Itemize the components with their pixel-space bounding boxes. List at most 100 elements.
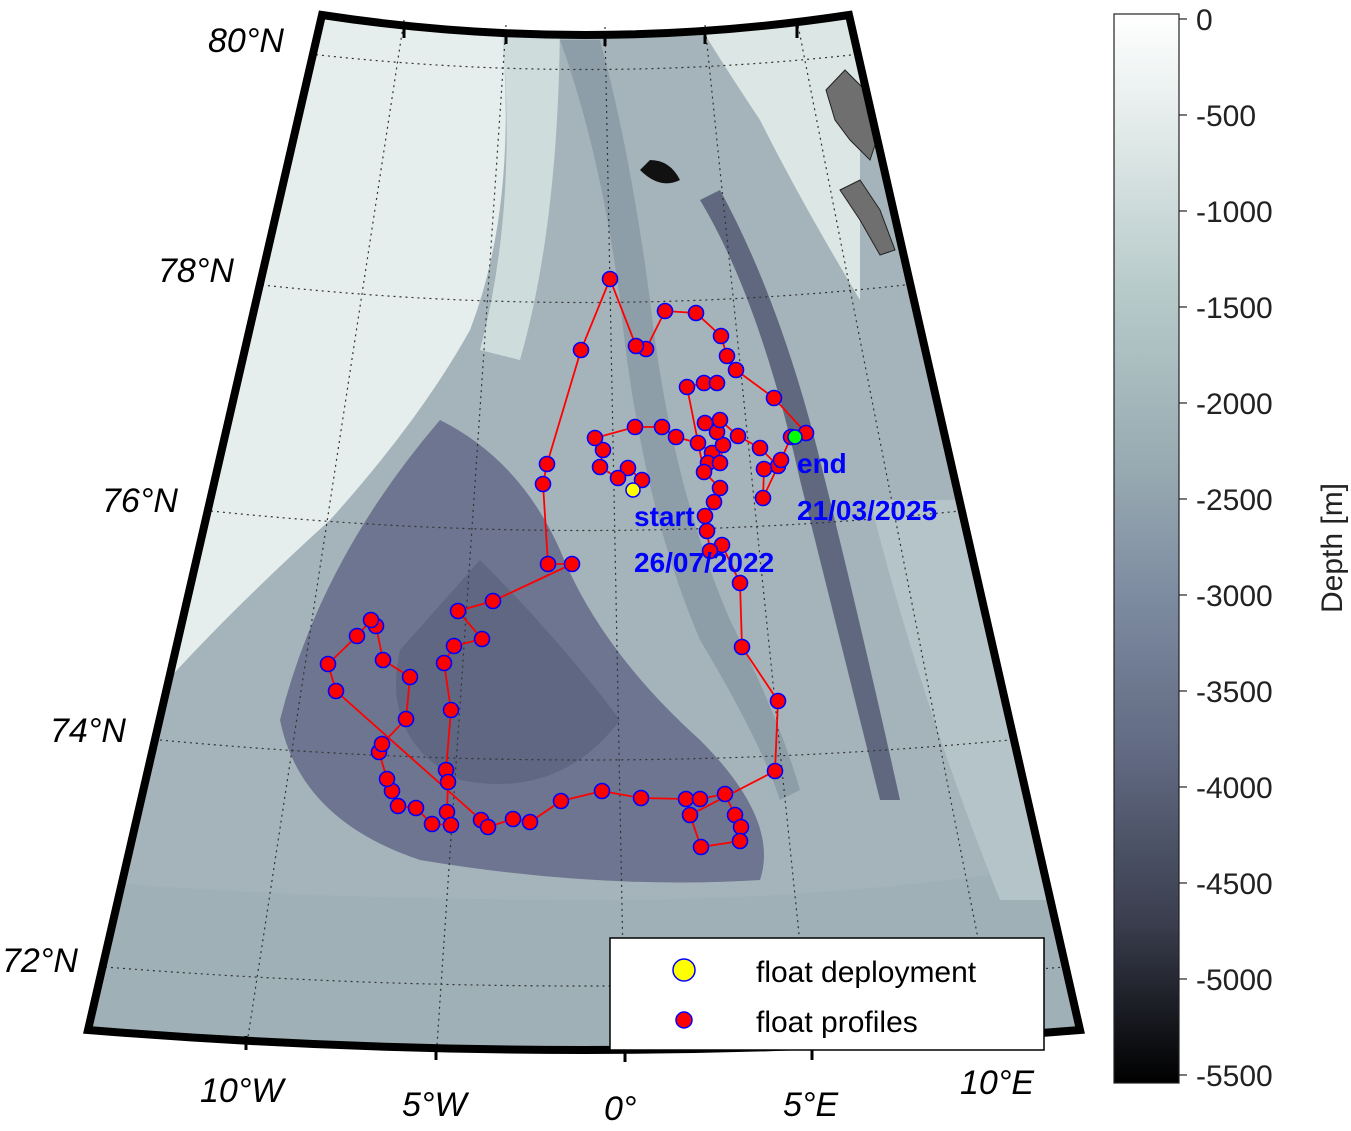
float-profile-marker bbox=[479, 818, 497, 836]
colorbar-tick-label: -5000 bbox=[1196, 964, 1273, 997]
colorbar-tick-label: -1500 bbox=[1196, 292, 1273, 325]
float-profile-marker bbox=[716, 785, 734, 803]
float-profile-marker bbox=[601, 270, 619, 288]
float-profile-marker bbox=[696, 507, 714, 525]
float-profile-marker bbox=[348, 627, 366, 645]
float-profile-marker bbox=[449, 602, 467, 620]
float-profile-marker bbox=[711, 411, 729, 429]
float-profile-marker bbox=[591, 458, 609, 476]
colorbar-tick-label: -3500 bbox=[1196, 676, 1273, 709]
start-date-label: 26/07/2022 bbox=[634, 547, 774, 578]
float-profile-marker bbox=[473, 630, 491, 648]
float-profile-marker bbox=[653, 418, 671, 436]
float-profile-marker bbox=[733, 638, 751, 656]
float-profile-marker bbox=[751, 439, 769, 457]
float-profile-marker bbox=[594, 441, 612, 459]
float-profile-marker bbox=[572, 341, 590, 359]
colorbar-tick-label: -500 bbox=[1196, 100, 1256, 133]
float-profile-marker bbox=[619, 459, 637, 477]
legend-deployment-label: float deployment bbox=[756, 956, 977, 989]
float-profile-marker bbox=[731, 832, 749, 850]
float-profile-marker bbox=[423, 815, 441, 833]
colorbar-ticks: 0 -500 -1000 -1500 -2000 -2500 -3000 -3500 -4000… bbox=[1179, 4, 1273, 1093]
float-profile-marker bbox=[362, 611, 380, 629]
lon-label-10e: 10°E bbox=[960, 1064, 1034, 1102]
float-profile-marker bbox=[586, 429, 604, 447]
float-profile-marker bbox=[772, 451, 790, 469]
float-profile-marker bbox=[754, 489, 772, 507]
float-profile-marker bbox=[769, 692, 787, 710]
float-profile-marker bbox=[633, 471, 651, 489]
legend-deployment-marker bbox=[672, 958, 696, 982]
colorbar-tick-label: -4000 bbox=[1196, 772, 1273, 805]
colorbar-tick-label: -2500 bbox=[1196, 484, 1273, 517]
lat-label-78n: 78°N bbox=[158, 252, 234, 290]
lon-label-5w: 5°W bbox=[402, 1086, 470, 1124]
bathymetry-layer bbox=[88, 15, 1080, 1050]
float-end-marker bbox=[787, 429, 803, 445]
float-profile-marker bbox=[563, 555, 581, 573]
colorbar-tick-label: -5500 bbox=[1196, 1060, 1273, 1093]
float-profile-marker bbox=[765, 389, 783, 407]
float-profile-marker bbox=[755, 460, 773, 478]
float-profile-marker bbox=[389, 797, 407, 815]
float-profile-marker bbox=[705, 493, 723, 511]
float-profile-marker bbox=[435, 654, 453, 672]
float-profile-marker bbox=[766, 762, 784, 780]
lat-label-74n: 74°N bbox=[50, 712, 126, 750]
lon-label-10w: 10°W bbox=[200, 1072, 286, 1110]
float-profile-marker bbox=[711, 479, 729, 497]
float-profile-marker bbox=[667, 428, 685, 446]
float-deployment-marker bbox=[625, 482, 641, 498]
float-profile-marker bbox=[593, 782, 611, 800]
float-profile-marker bbox=[439, 773, 457, 791]
float-profile-marker bbox=[731, 574, 749, 592]
float-profile-marker bbox=[712, 327, 730, 345]
colorbar-scale bbox=[1113, 13, 1180, 1084]
float-profile-marker bbox=[698, 522, 716, 540]
float-profile-marker bbox=[632, 789, 650, 807]
float-profile-marker bbox=[696, 414, 714, 432]
float-profile-marker bbox=[729, 427, 747, 445]
float-profile-marker bbox=[374, 651, 392, 669]
float-profile-marker bbox=[397, 710, 415, 728]
float-profile-marker bbox=[504, 810, 522, 828]
float-profile-marker bbox=[401, 668, 419, 686]
float-profile-marker bbox=[539, 555, 557, 573]
legend-profiles-marker bbox=[675, 1011, 693, 1029]
lon-label-5e: 5°E bbox=[783, 1086, 839, 1124]
lat-label-72n: 72°N bbox=[2, 942, 78, 980]
float-profile-marker bbox=[373, 735, 391, 753]
colorbar: 0 -500 -1000 -1500 -2000 -2500 -3000 -3500 -4000… bbox=[1113, 4, 1349, 1093]
colorbar-title: Depth [m] bbox=[1316, 483, 1349, 613]
float-profile-marker bbox=[678, 378, 696, 396]
float-profile-marker bbox=[711, 454, 729, 472]
float-profile-marker bbox=[677, 790, 695, 808]
float-profile-marker bbox=[692, 838, 710, 856]
float-profile-marker bbox=[626, 418, 644, 436]
colorbar-tick-label: 0 bbox=[1196, 4, 1213, 37]
float-profile-marker bbox=[695, 463, 713, 481]
colorbar-tick-label: -4500 bbox=[1196, 868, 1273, 901]
float-profile-marker bbox=[627, 337, 645, 355]
float-profile-marker bbox=[681, 806, 699, 824]
start-label: start bbox=[634, 501, 695, 532]
float-profile-marker bbox=[442, 701, 460, 719]
colorbar-tick-label: -3000 bbox=[1196, 580, 1273, 613]
float-profile-marker bbox=[687, 304, 705, 322]
float-profile-marker bbox=[407, 799, 425, 817]
end-label: end bbox=[797, 448, 847, 479]
float-profile-marker bbox=[538, 455, 556, 473]
graticule bbox=[104, 19, 1066, 1063]
lat-label-76n: 76°N bbox=[102, 482, 178, 520]
legend-box bbox=[609, 937, 1045, 1051]
float-profile-marker bbox=[327, 682, 345, 700]
float-profile-marker bbox=[718, 347, 736, 365]
float-profile-marker bbox=[708, 374, 726, 392]
legend: float deployment float profiles bbox=[609, 937, 1045, 1051]
colorbar-tick-label: -2000 bbox=[1196, 388, 1273, 421]
float-profile-marker bbox=[689, 434, 707, 452]
float-profile-marker bbox=[656, 302, 674, 320]
float-profile-marker bbox=[442, 816, 460, 834]
